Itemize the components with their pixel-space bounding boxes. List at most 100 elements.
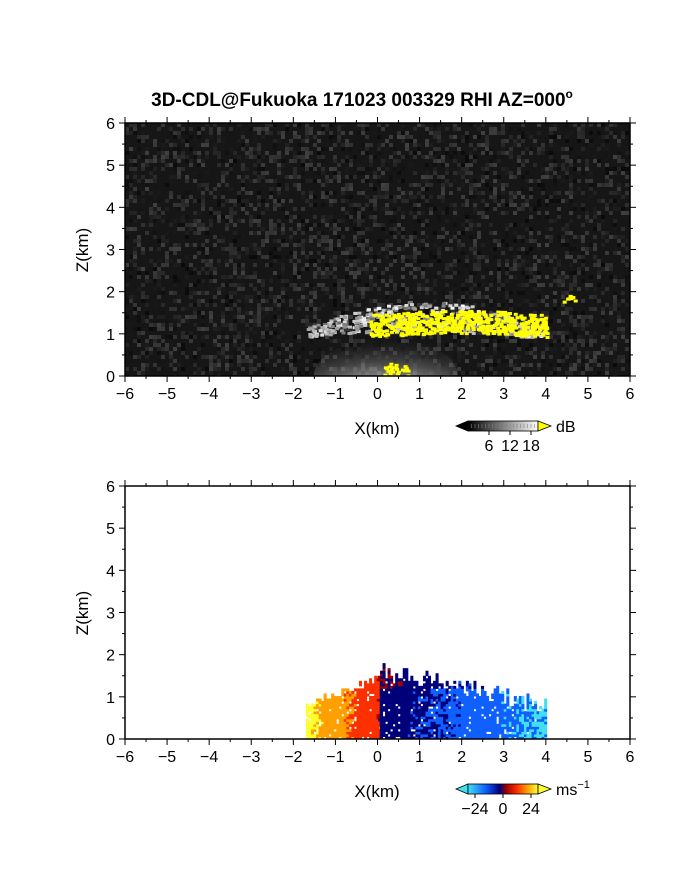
intensity-noise-cell — [573, 179, 577, 183]
intensity-noise-cell — [585, 351, 589, 355]
velocity-approaching-cell — [400, 708, 404, 712]
intensity-noise-cell — [433, 155, 437, 159]
intensity-noise-cell — [225, 335, 229, 339]
intensity-noise-cell — [553, 183, 557, 187]
intensity-noise-cell — [377, 251, 381, 255]
velocity-approaching-cell — [390, 723, 394, 727]
intensity-noise-cell — [617, 159, 621, 163]
velocity-approaching-cell — [395, 673, 399, 677]
intensity-noise-cell — [157, 283, 161, 287]
intensity-noise-cell — [245, 299, 249, 303]
intensity-noise-cell — [413, 255, 417, 259]
intensity-noise-cell — [493, 199, 497, 203]
intensity-noise-cell — [137, 371, 141, 375]
intensity-noise-cell — [297, 215, 301, 219]
intensity-noise-cell — [185, 131, 189, 135]
intensity-noise-cell — [541, 311, 545, 315]
intensity-noise-cell — [585, 219, 589, 223]
velocity-approaching-cell — [392, 731, 396, 735]
intensity-noise-cell — [249, 347, 253, 351]
intensity-noise-cell — [257, 131, 261, 135]
intensity-noise-cell — [313, 295, 317, 299]
velocity-approaching-cell — [392, 685, 396, 689]
intensity-noise-cell — [377, 299, 381, 303]
intensity-noise-cell — [289, 283, 293, 287]
intensity-saturated-cell — [496, 326, 501, 330]
intensity-noise-cell — [365, 327, 369, 331]
intensity-noise-cell — [257, 287, 261, 291]
intensity-noise-cell — [549, 195, 553, 199]
intensity-noise-cell — [125, 235, 129, 239]
intensity-noise-cell — [153, 235, 157, 239]
intensity-saturated-cell — [521, 324, 526, 328]
intensity-saturated-cell — [433, 313, 438, 317]
intensity-noise-cell — [197, 143, 201, 147]
intensity-noise-cell — [589, 315, 593, 319]
intensity-noise-cell — [321, 131, 325, 135]
intensity-saturated-cell — [503, 310, 508, 314]
intensity-noise-cell — [125, 183, 129, 187]
intensity-noise-cell — [625, 203, 629, 207]
intensity-noise-cell — [169, 143, 173, 147]
intensity-noise-cell — [193, 311, 197, 315]
intensity-noise-cell — [253, 231, 257, 235]
intensity-saturated-cell — [464, 332, 469, 336]
intensity-noise-cell — [389, 179, 393, 183]
intensity-saturated-cell — [545, 336, 550, 340]
intensity-noise-cell — [545, 239, 549, 243]
intensity-noise-cell — [221, 291, 225, 295]
intensity-noise-cell — [529, 191, 533, 195]
intensity-noise-cell — [209, 247, 213, 251]
intensity-noise-cell — [293, 267, 297, 271]
intensity-noise-cell — [161, 327, 165, 331]
intensity-saturated-cell — [400, 368, 405, 372]
intensity-noise-cell — [185, 275, 189, 279]
intensity-noise-cell — [613, 247, 617, 251]
intensity-noise-cell — [137, 215, 141, 219]
intensity-noise-cell — [201, 319, 205, 323]
intensity-noise-cell — [289, 263, 293, 267]
intensity-noise-cell — [229, 247, 233, 251]
intensity-noise-cell — [425, 203, 429, 207]
intensity-noise-cell — [401, 199, 405, 203]
intensity-noise-cell — [237, 283, 241, 287]
intensity-noise-cell — [129, 299, 133, 303]
intensity-noise-cell — [505, 167, 509, 171]
intensity-noise-cell — [349, 247, 353, 251]
intensity-noise-cell — [357, 259, 361, 263]
intensity-noise-cell — [129, 179, 133, 183]
intensity-noise-cell — [473, 187, 477, 191]
intensity-noise-cell — [233, 343, 237, 347]
intensity-noise-cell — [417, 143, 421, 147]
intensity-noise-cell — [573, 347, 577, 351]
intensity-noise-cell — [613, 123, 617, 127]
intensity-noise-cell — [549, 371, 553, 375]
intensity-noise-cell — [389, 231, 393, 235]
intensity-noise-cell — [245, 283, 249, 287]
intensity-noise-cell — [289, 307, 293, 311]
intensity-noise-cell — [349, 339, 353, 343]
intensity-cloud-cell — [381, 308, 386, 312]
intensity-noise-cell — [153, 139, 157, 143]
intensity-noise-cell — [209, 367, 213, 371]
intensity-noise-cell — [493, 155, 497, 159]
intensity-noise-cell — [605, 335, 609, 339]
intensity-saturated-cell — [416, 326, 421, 330]
intensity-noise-cell — [581, 263, 585, 267]
intensity-noise-cell — [193, 363, 197, 367]
intensity-noise-cell — [569, 159, 573, 163]
intensity-saturated-cell — [499, 322, 504, 326]
intensity-noise-cell — [213, 147, 217, 151]
intensity-noise-cell — [337, 179, 341, 183]
intensity-noise-cell — [333, 231, 337, 235]
intensity-noise-cell — [553, 319, 557, 323]
intensity-noise-cell — [529, 271, 533, 275]
intensity-noise-cell — [473, 267, 477, 271]
intensity-noise-cell — [357, 291, 361, 295]
intensity-noise-cell — [521, 239, 525, 243]
velocity-approaching-cell — [380, 698, 384, 702]
intensity-noise-cell — [497, 303, 501, 307]
intensity-noise-cell — [297, 307, 301, 311]
intensity-noise-cell — [617, 239, 621, 243]
intensity-saturated-cell — [470, 322, 475, 326]
